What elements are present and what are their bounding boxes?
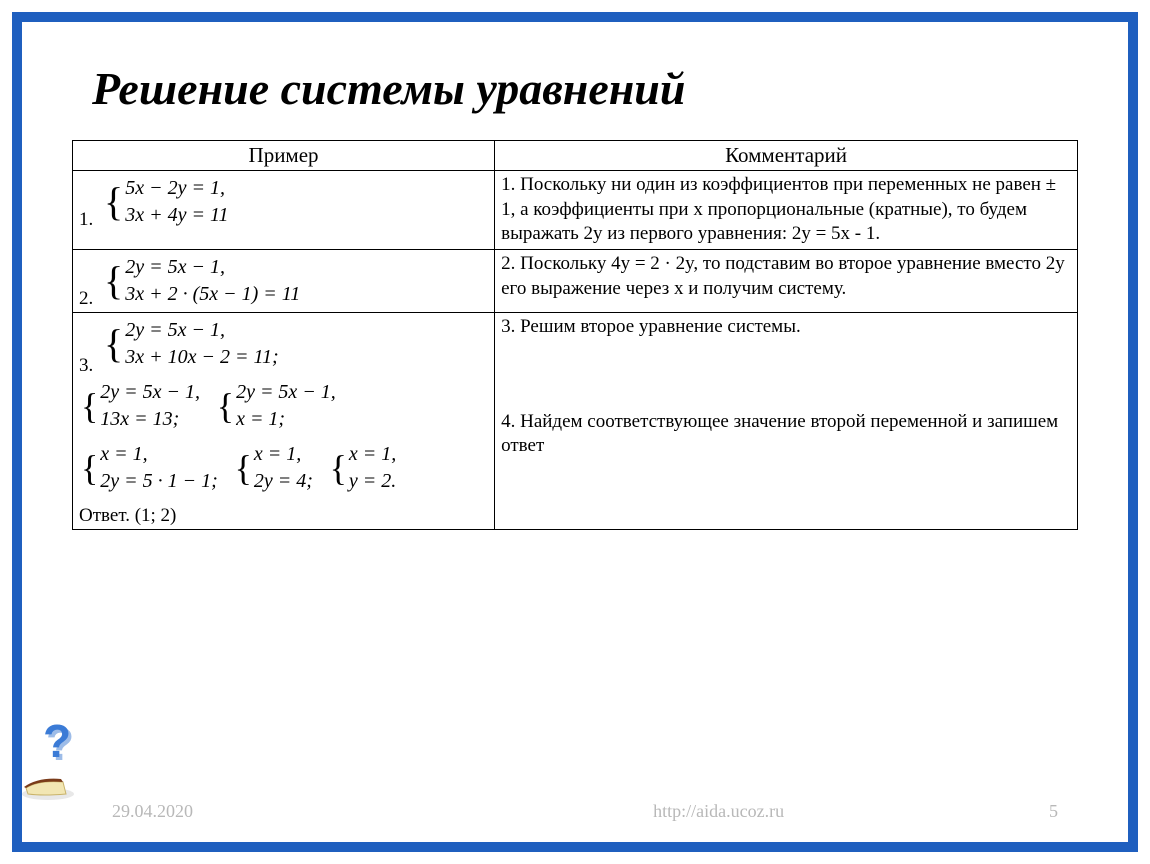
table-row: 3. { 2y = 5x − 1, 3x + 10x − 2 = 11; bbox=[73, 313, 1078, 530]
comment-cell-2: 2. Поскольку 4y = 2 · 2y, то подставим в… bbox=[495, 250, 1078, 313]
equation-line: x = 1, bbox=[100, 441, 218, 468]
equation-line: x = 1; bbox=[236, 406, 336, 433]
equation-system: { 2y = 5x − 1, 13x = 13; bbox=[81, 379, 200, 433]
comment-text: 3. Решим второе уравнение системы. bbox=[501, 315, 1071, 340]
brace-icon: { bbox=[235, 441, 252, 495]
equation-line: 2y = 5x − 1, bbox=[125, 254, 300, 281]
equation-line: 2y = 5x − 1, bbox=[100, 379, 200, 406]
comment-text: 4. Найдем соответствующее значение второ… bbox=[501, 410, 1071, 459]
example-cell-3: 3. { 2y = 5x − 1, 3x + 10x − 2 = 11; bbox=[73, 313, 495, 530]
equation-system: { 2y = 5x − 1, 3x + 10x − 2 = 11; bbox=[104, 317, 279, 371]
brace-icon: { bbox=[217, 379, 234, 433]
equation-system: { x = 1, 2y = 5 · 1 − 1; bbox=[81, 441, 218, 495]
equation-line: 3x + 4y = 11 bbox=[125, 202, 228, 229]
footer-date: 29.04.2020 bbox=[62, 801, 452, 822]
equation-system: { 2y = 5x − 1, x = 1; bbox=[217, 379, 336, 433]
equation-system: { x = 1, y = 2. bbox=[330, 441, 397, 495]
equation-line: 2y = 4; bbox=[254, 468, 313, 495]
comment-cell-1: 1. Поскольку ни один из коэффициентов пр… bbox=[495, 171, 1078, 250]
slide-footer: 29.04.2020 http://aida.ucoz.ru 5 bbox=[22, 801, 1128, 822]
brace-icon: { bbox=[104, 254, 123, 308]
svg-text:?: ? bbox=[43, 722, 71, 767]
equation-line: x = 1, bbox=[349, 441, 396, 468]
help-question-icon: ? ? bbox=[18, 722, 88, 802]
brace-icon: { bbox=[104, 175, 123, 229]
example-cell-1: 1. { 5x − 2y = 1, 3x + 4y = 11 bbox=[73, 171, 495, 250]
col-header-example: Пример bbox=[73, 141, 495, 171]
equation-line: 2y = 5x − 1, bbox=[125, 317, 278, 344]
equation-line: y = 2. bbox=[349, 468, 396, 495]
table-row: 1. { 5x − 2y = 1, 3x + 4y = 11 1. Поскол… bbox=[73, 171, 1078, 250]
brace-icon: { bbox=[104, 317, 123, 371]
col-header-comment: Комментарий bbox=[495, 141, 1078, 171]
row-number: 1. bbox=[79, 209, 93, 231]
brace-icon: { bbox=[81, 379, 98, 433]
footer-url: http://aida.ucoz.ru bbox=[452, 801, 986, 822]
brace-icon: { bbox=[330, 441, 347, 495]
example-cell-2: 2. { 2y = 5x − 1, 3x + 2 · (5x − 1) = 11 bbox=[73, 250, 495, 313]
equation-system: { 2y = 5x − 1, 3x + 2 · (5x − 1) = 11 bbox=[104, 254, 300, 308]
equation-line: 5x − 2y = 1, bbox=[125, 175, 228, 202]
equation-line: 3x + 2 · (5x − 1) = 11 bbox=[125, 281, 300, 308]
equation-line: x = 1, bbox=[254, 441, 313, 468]
row-number: 2. bbox=[79, 288, 93, 310]
equation-line: 2y = 5x − 1, bbox=[236, 379, 336, 406]
equation-line: 2y = 5 · 1 − 1; bbox=[100, 468, 218, 495]
comment-cell-3: 3. Решим второе уравнение системы. 4. На… bbox=[495, 313, 1078, 530]
equation-line: 3x + 10x − 2 = 11; bbox=[125, 344, 278, 371]
equation-table: Пример Комментарий 1. { 5x − 2y = 1, 3x … bbox=[72, 140, 1078, 530]
page-title: Решение системы уравнений bbox=[92, 62, 1078, 115]
footer-page: 5 bbox=[985, 801, 1088, 822]
table-row: 2. { 2y = 5x − 1, 3x + 2 · (5x − 1) = 11… bbox=[73, 250, 1078, 313]
table-header-row: Пример Комментарий bbox=[73, 141, 1078, 171]
brace-icon: { bbox=[81, 441, 98, 495]
slide-frame: Решение системы уравнений Пример Коммент… bbox=[12, 12, 1138, 852]
equation-system: { x = 1, 2y = 4; bbox=[235, 441, 313, 495]
equation-line: 13x = 13; bbox=[100, 406, 200, 433]
slide-content: Решение системы уравнений Пример Коммент… bbox=[22, 22, 1128, 530]
answer-text: Ответ. (1; 2) bbox=[79, 505, 488, 527]
row-number: 3. bbox=[79, 355, 93, 377]
equation-system: { 5x − 2y = 1, 3x + 4y = 11 bbox=[104, 175, 228, 229]
